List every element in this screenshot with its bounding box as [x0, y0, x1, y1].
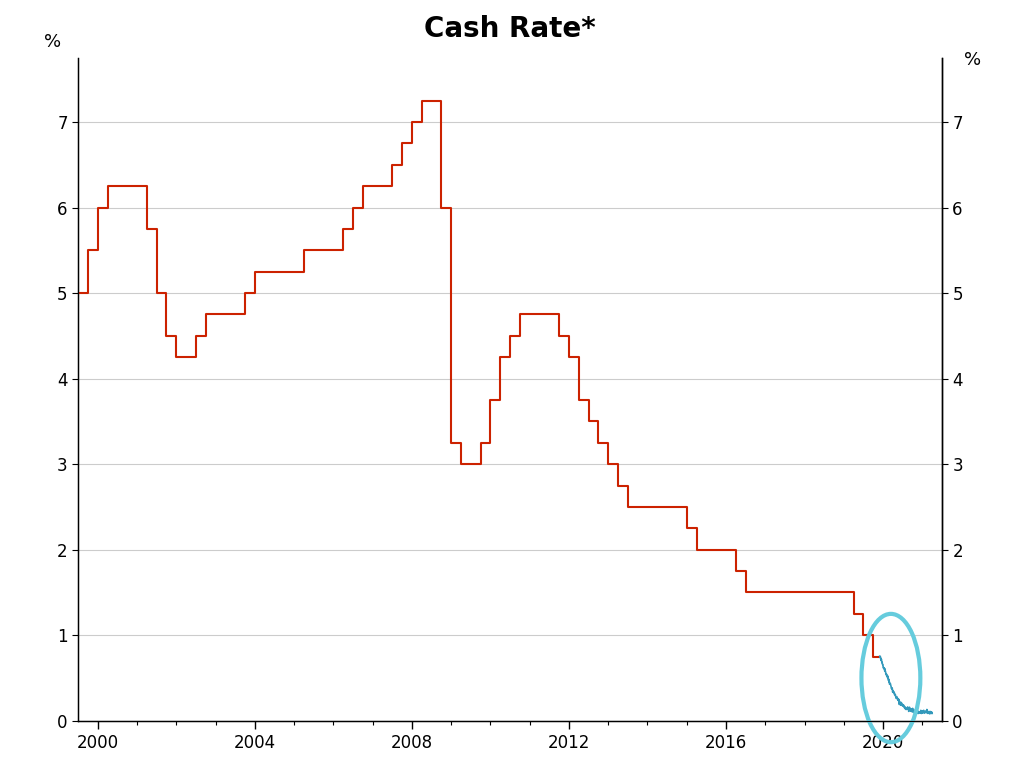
Title: Cash Rate*: Cash Rate*: [424, 15, 596, 43]
Y-axis label: %: %: [964, 51, 981, 69]
Y-axis label: %: %: [44, 33, 60, 51]
